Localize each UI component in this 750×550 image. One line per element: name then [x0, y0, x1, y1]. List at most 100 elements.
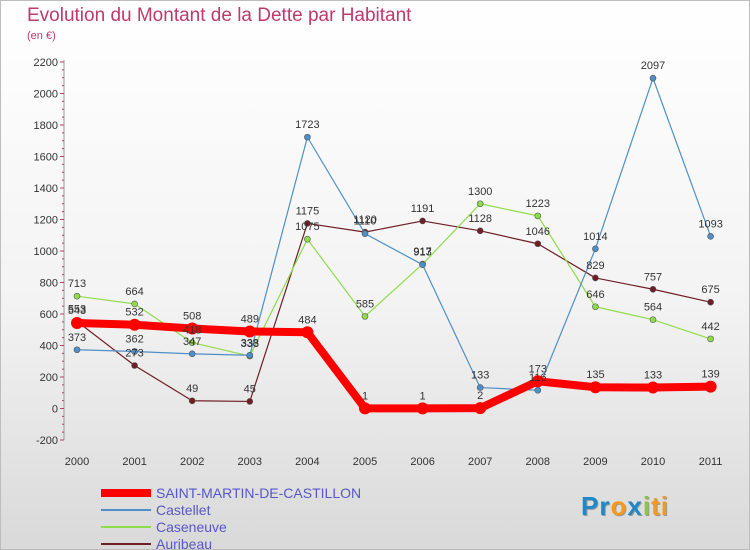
data-label: 135	[586, 369, 604, 381]
data-label: 338	[241, 337, 259, 349]
data-label: 757	[644, 271, 662, 283]
data-point	[301, 326, 314, 339]
data-point	[707, 298, 714, 306]
data-label: 1191	[411, 203, 435, 215]
legend-label: SAINT-MARTIN-DE-CASTILLON	[156, 485, 362, 501]
data-point	[647, 381, 659, 394]
data-point	[592, 245, 599, 253]
data-point	[188, 350, 196, 358]
data-point	[416, 402, 429, 415]
data-label: 1175	[296, 205, 320, 217]
legend-swatch	[101, 489, 151, 497]
data-point	[531, 375, 544, 388]
data-point	[589, 381, 602, 394]
data-label: 133	[471, 370, 489, 382]
data-point	[246, 398, 254, 405]
data-point	[592, 303, 599, 311]
data-label: 442	[701, 321, 719, 333]
data-point	[131, 362, 138, 369]
data-point	[131, 348, 138, 355]
data-label: 713	[68, 278, 86, 290]
data-label: 273	[125, 348, 143, 360]
y-tick-label: 2200	[34, 57, 58, 69]
y-tick-label: -200	[36, 435, 58, 447]
legend-label: Caseneuve	[156, 519, 227, 535]
data-point	[131, 300, 138, 308]
legend-swatch	[101, 543, 151, 545]
data-label: 585	[356, 298, 374, 310]
series-line-2	[76, 203, 711, 357]
data-point	[649, 74, 657, 82]
data-label: 2097	[641, 60, 665, 72]
data-label: 333	[241, 338, 259, 350]
data-label: 829	[586, 260, 604, 272]
y-tick-label: 1800	[34, 120, 58, 132]
data-label: 2	[477, 390, 483, 402]
y-tick-label: 1600	[34, 152, 58, 164]
data-label: 45	[244, 383, 256, 395]
y-tick-label: 200	[40, 372, 58, 384]
data-point	[534, 240, 542, 248]
data-label: 489	[241, 313, 259, 325]
logo-letter: Pr	[581, 491, 611, 521]
proxiti-logo: Proxiti	[581, 491, 669, 522]
data-label: 1120	[353, 214, 377, 226]
series-line-3	[76, 220, 711, 403]
data-point	[243, 325, 256, 338]
x-tick-label: 2007	[468, 456, 492, 468]
data-label: 543	[68, 305, 86, 317]
x-tick-label: 2011	[699, 456, 723, 468]
logo-letter: i	[642, 491, 652, 521]
data-label: 484	[298, 314, 316, 326]
x-tick-label: 2002	[180, 456, 204, 468]
data-label: 347	[183, 336, 201, 348]
data-label: 553	[68, 303, 86, 315]
data-point	[419, 217, 426, 225]
series-line-0	[76, 318, 711, 413]
data-point	[476, 384, 484, 391]
x-tick-label: 2003	[238, 456, 262, 468]
logo-letter: o	[610, 491, 628, 521]
x-tick-label: 2004	[295, 456, 319, 468]
data-label: 1723	[295, 119, 319, 131]
y-tick-label: 400	[40, 341, 58, 353]
data-point	[649, 285, 657, 293]
data-label: 1300	[468, 186, 492, 198]
y-tick-label: 600	[40, 309, 58, 321]
data-point	[361, 230, 369, 237]
data-point	[246, 351, 254, 359]
data-point	[474, 402, 487, 415]
data-label: 508	[183, 310, 201, 322]
x-tick-label: 2010	[641, 456, 665, 468]
legend-label: Auribeau	[156, 536, 213, 550]
data-point	[361, 313, 369, 320]
data-label: 1046	[526, 226, 550, 238]
data-label: 173	[529, 363, 547, 375]
x-tick-label: 2005	[353, 456, 377, 468]
data-point	[649, 316, 657, 323]
data-label: 1223	[526, 198, 550, 210]
data-point	[73, 292, 81, 300]
data-point	[534, 386, 542, 394]
unit-label: (en €)	[27, 30, 56, 42]
x-tick-label: 2001	[122, 456, 146, 468]
data-label: 913	[413, 247, 431, 259]
data-label: 1	[420, 390, 426, 402]
chart-title: Evolution du Montant de la Dette par Hab…	[27, 5, 412, 26]
data-point	[188, 397, 196, 405]
data-label: 1128	[468, 213, 492, 225]
data-point	[304, 220, 311, 227]
data-point	[128, 318, 141, 331]
series-line-1	[76, 77, 712, 391]
data-label: 664	[125, 286, 143, 298]
data-label: 1093	[698, 218, 722, 230]
legend-swatch	[101, 509, 151, 511]
y-tick-label: 1000	[34, 246, 58, 258]
data-label: 1075	[295, 221, 319, 233]
y-tick-label: 1200	[34, 215, 58, 227]
data-point	[476, 200, 484, 208]
data-point	[534, 212, 542, 220]
legend-label: Castellet	[156, 502, 211, 518]
